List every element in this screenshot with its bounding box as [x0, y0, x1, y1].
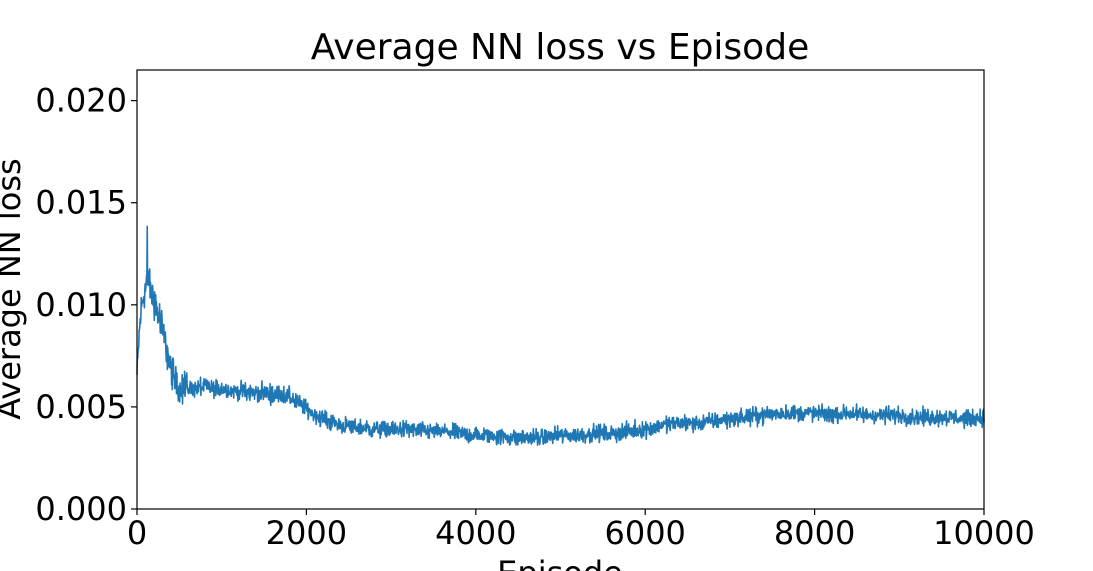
- x-tick-label: 8000: [774, 514, 855, 552]
- x-axis-label: Episode: [497, 554, 623, 571]
- plot-area: [136, 225, 985, 446]
- y-tick-label: 0.010: [35, 286, 127, 324]
- x-tick-label: 6000: [604, 514, 685, 552]
- chart-title: Average NN loss vs Episode: [311, 27, 809, 68]
- loss-series-line: [136, 225, 985, 446]
- x-axis: 0 2000 4000 6000 8000 10000: [127, 509, 1035, 552]
- x-tick-label: 0: [127, 514, 147, 552]
- x-tick-label: 4000: [435, 514, 516, 552]
- x-tick-label: 10000: [933, 514, 1035, 552]
- x-tick-label: 2000: [266, 514, 347, 552]
- y-tick-label: 0.000: [35, 490, 127, 528]
- y-axis-label: Average NN loss: [0, 158, 28, 419]
- plot-frame: [136, 69, 985, 510]
- y-axis: 0.000 0.005 0.010 0.015 0.020: [35, 82, 137, 528]
- y-tick-label: 0.005: [35, 388, 127, 426]
- y-tick-label: 0.015: [35, 184, 127, 222]
- y-tick-label: 0.020: [35, 82, 127, 120]
